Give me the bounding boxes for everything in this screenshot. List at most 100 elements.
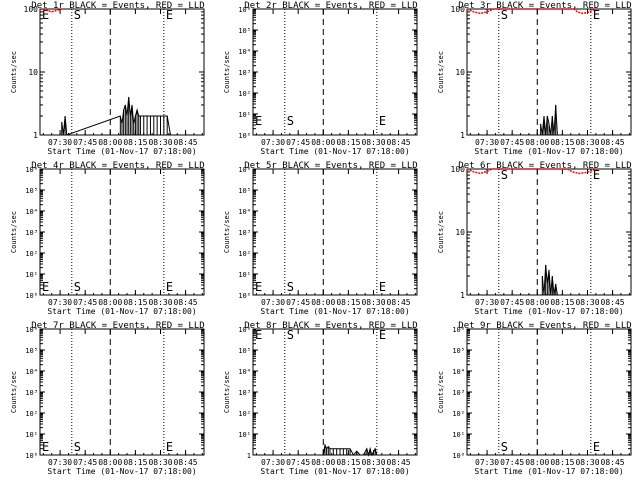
y-tick-label: 10³ xyxy=(25,229,38,237)
x-tick-label: 08:15 xyxy=(336,138,360,147)
y-tick-label: 10 xyxy=(455,68,465,77)
x-tick-label: 07:45 xyxy=(500,138,524,147)
x-tick-label: 07:30 xyxy=(261,138,285,147)
detector-panel-7: Det 7r BLACK = Events, RED = LLD 10⁰ 10¹ 10… xyxy=(10,321,205,476)
panel-title: Det 3r BLACK = Events, RED = LLD xyxy=(458,1,631,11)
y-tick-label: 10⁶ xyxy=(452,326,465,334)
x-tick-label: 08:45 xyxy=(387,298,411,307)
y-tick-label: 10⁰ xyxy=(452,452,465,460)
x-tick-label: 07:45 xyxy=(73,458,97,467)
y-tick-label: 10¹ xyxy=(452,431,465,439)
panel-title: Det 8r BLACK = Events, RED = LLD xyxy=(244,321,417,331)
x-tick-label: 07:30 xyxy=(475,458,499,467)
x-tick-label: 07:45 xyxy=(73,298,97,307)
detector-panel-2: Det 2r BLACK = Events, RED = LLD 10⁰ 10¹ 10… xyxy=(223,1,418,156)
y-tick-label: 10¹ xyxy=(238,111,251,119)
marker-s: S xyxy=(501,440,508,454)
x-tick-label: 08:00 xyxy=(525,138,549,147)
y-axis-title: Counts/sec xyxy=(437,211,445,253)
y-tick-label: 10⁴ xyxy=(238,48,251,56)
marker-e: E xyxy=(379,114,386,128)
x-axis-title: Start Time (01-Nov-17 07:18:00) xyxy=(47,147,196,156)
y-tick-label: 10⁴ xyxy=(25,368,38,376)
x-tick-label: 08:30 xyxy=(575,138,599,147)
y-tick-label: 10⁶ xyxy=(238,6,251,14)
plot-frame xyxy=(466,328,632,456)
panel-title: Det 5r BLACK = Events, RED = LLD xyxy=(244,161,417,171)
y-axis-title: Counts/sec xyxy=(437,51,445,93)
panel-title: Det 6r BLACK = Events, RED = LLD xyxy=(458,161,631,171)
panel-title: Det 7r BLACK = Events, RED = LLD xyxy=(31,321,204,331)
x-tick-label: 07:30 xyxy=(475,298,499,307)
y-tick-label: 1 xyxy=(33,131,38,140)
y-axis-title: Counts/sec xyxy=(10,51,18,93)
x-tick-label: 08:15 xyxy=(336,298,360,307)
x-tick-label: 08:45 xyxy=(174,458,198,467)
y-axis-title: Counts/sec xyxy=(223,51,231,93)
x-tick-label: 08:15 xyxy=(123,138,147,147)
y-tick-label: 10⁰ xyxy=(238,132,251,140)
x-axis-title: Start Time (01-Nov-17 07:18:00) xyxy=(260,307,409,316)
marker-e: E xyxy=(42,440,49,454)
y-tick-label: 10² xyxy=(452,410,465,418)
y-tick-label: 10⁵ xyxy=(25,187,38,195)
y-tick-label: 100 xyxy=(24,5,39,14)
marker-s: S xyxy=(74,8,81,22)
x-tick-label: 08:45 xyxy=(601,458,625,467)
panel-title: Det 1r BLACK = Events, RED = LLD xyxy=(31,1,204,11)
y-tick-label: 10⁴ xyxy=(238,208,251,216)
x-tick-label: 08:45 xyxy=(387,458,411,467)
lld-series xyxy=(466,8,597,15)
y-tick-label: 10² xyxy=(25,410,38,418)
detector-panel-5: Det 5r BLACK = Events, RED = LLD 10⁰ 10¹ 10… xyxy=(223,161,418,316)
events-series xyxy=(540,104,558,136)
x-tick-label: 07:45 xyxy=(73,138,97,147)
marker-s: S xyxy=(501,168,508,182)
x-tick-label: 08:15 xyxy=(123,298,147,307)
detector-panel-6: Det 6r BLACK = Events, RED = LLD 1 10 100 07… xyxy=(437,161,632,316)
x-tick-label: 08:00 xyxy=(311,298,335,307)
detector-panel-3: Det 3r BLACK = Events, RED = LLD 1 10 100 07… xyxy=(437,1,632,156)
plot-frame xyxy=(252,8,418,136)
marker-e: E xyxy=(255,328,262,342)
y-tick-label: 10⁶ xyxy=(25,166,38,174)
marker-e: E xyxy=(593,440,600,454)
detector-panel-8: Det 8r BLACK = Events, RED = LLD 1 10¹ 10² 1… xyxy=(223,321,418,476)
x-tick-label: 08:00 xyxy=(98,138,122,147)
y-tick-label: 10 xyxy=(455,228,465,237)
x-tick-label: 08:30 xyxy=(148,138,172,147)
panel-title: Det 9r BLACK = Events, RED = LLD xyxy=(458,321,631,331)
y-tick-label: 10¹ xyxy=(25,271,38,279)
y-tick-label: 10⁰ xyxy=(25,452,38,460)
y-axis-title: Counts/sec xyxy=(223,211,231,253)
panel-title: Det 2r BLACK = Events, RED = LLD xyxy=(244,1,417,11)
marker-e: E xyxy=(166,280,173,294)
x-tick-label: 08:30 xyxy=(361,298,385,307)
x-tick-label: 08:15 xyxy=(336,458,360,467)
x-tick-label: 07:45 xyxy=(500,458,524,467)
y-tick-label: 10¹ xyxy=(25,431,38,439)
x-tick-label: 08:30 xyxy=(148,458,172,467)
y-tick-label: 10⁵ xyxy=(452,347,465,355)
events-series xyxy=(322,443,378,457)
x-axis-title: Start Time (01-Nov-17 07:18:00) xyxy=(47,467,196,476)
x-tick-label: 07:30 xyxy=(48,458,72,467)
x-tick-label: 07:45 xyxy=(286,298,310,307)
x-axis-title: Start Time (01-Nov-17 07:18:00) xyxy=(474,147,623,156)
marker-s: S xyxy=(74,440,81,454)
x-tick-label: 08:00 xyxy=(98,298,122,307)
y-tick-label: 10⁴ xyxy=(452,368,465,376)
x-tick-label: 07:30 xyxy=(48,298,72,307)
plot-frame xyxy=(252,328,418,456)
y-tick-label: 10⁶ xyxy=(25,326,38,334)
x-axis-title: Start Time (01-Nov-17 07:18:00) xyxy=(474,467,623,476)
x-tick-label: 08:30 xyxy=(148,298,172,307)
y-tick-label: 10¹ xyxy=(238,271,251,279)
lld-series xyxy=(466,168,598,175)
x-tick-label: 08:15 xyxy=(550,298,574,307)
x-tick-label: 08:45 xyxy=(174,298,198,307)
y-tick-label: 10² xyxy=(238,90,251,98)
x-tick-label: 08:45 xyxy=(387,138,411,147)
y-tick-label: 10³ xyxy=(238,389,251,397)
